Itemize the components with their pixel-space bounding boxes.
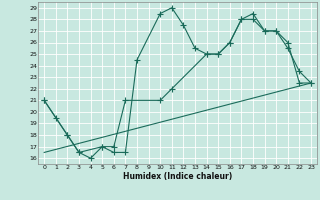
X-axis label: Humidex (Indice chaleur): Humidex (Indice chaleur)	[123, 172, 232, 181]
